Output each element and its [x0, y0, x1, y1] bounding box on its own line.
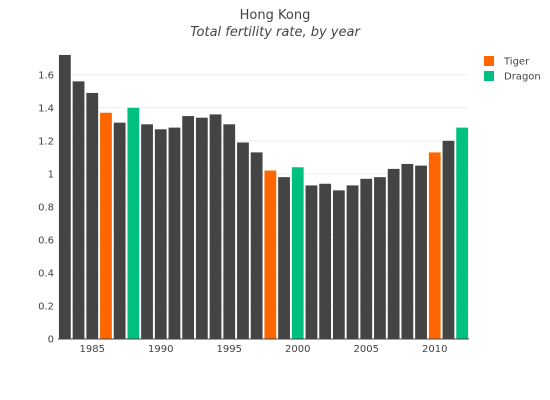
- bar-1983[interactable]: [58, 54, 71, 339]
- bar-1994[interactable]: [209, 114, 222, 339]
- chart-subtitle: Total fertility rate, by year: [190, 25, 361, 40]
- bar-2009[interactable]: [415, 165, 427, 339]
- bar-2006[interactable]: [374, 177, 386, 339]
- legend-item-tiger[interactable]: Tiger: [484, 56, 530, 68]
- bar-2012[interactable]: [456, 127, 469, 339]
- legend-swatch: [484, 71, 494, 81]
- y-tick-label: 0.4: [38, 268, 54, 279]
- bar-1996[interactable]: [237, 142, 249, 339]
- y-tick-label: 0.8: [38, 202, 54, 213]
- bar-1998[interactable]: [264, 170, 277, 339]
- bar-1997[interactable]: [250, 152, 263, 339]
- bar-1985[interactable]: [86, 92, 99, 340]
- bar-1995[interactable]: [223, 124, 236, 339]
- bar-1999[interactable]: [278, 177, 290, 339]
- y-tick-label: 0.2: [38, 301, 54, 312]
- bar-1987[interactable]: [113, 122, 126, 339]
- y-tick-label: 1.4: [38, 103, 54, 114]
- y-tick-label: 1.6: [38, 70, 54, 81]
- axes: 0 0.2 0.4 0.6 0.8 1 1.2 1.4 1.6 1985 1990 1995 2000 2…: [38, 70, 469, 355]
- y-tick-label: 1: [48, 169, 54, 180]
- legend-swatch: [484, 56, 494, 66]
- x-tick-label: 2000: [285, 344, 310, 355]
- bar-1990[interactable]: [154, 129, 167, 339]
- bar-1988[interactable]: [127, 107, 140, 339]
- x-tick-label: 1985: [80, 344, 105, 355]
- bars: [58, 54, 469, 340]
- x-tick-label: 1995: [217, 344, 242, 355]
- x-tick-label: 2005: [354, 344, 379, 355]
- legend-label: Dragon: [504, 72, 541, 83]
- bar-1989[interactable]: [141, 124, 153, 339]
- y-tick-label: 0.6: [38, 235, 54, 246]
- bar-2001[interactable]: [305, 185, 318, 339]
- y-tick-label: 0: [48, 335, 54, 346]
- bar-2003[interactable]: [332, 190, 345, 339]
- bar-2002[interactable]: [319, 183, 332, 339]
- x-tick-label: 2010: [422, 344, 447, 355]
- bar-2010[interactable]: [428, 152, 441, 339]
- bar-2007[interactable]: [387, 168, 400, 339]
- legend-item-dragon[interactable]: Dragon: [484, 71, 541, 83]
- x-tick-label: 1990: [148, 344, 173, 355]
- bar-1984[interactable]: [72, 81, 85, 340]
- legend[interactable]: Tiger Dragon: [484, 56, 541, 83]
- bar-2004[interactable]: [346, 185, 359, 339]
- bar-2011[interactable]: [442, 140, 455, 339]
- bar-1993[interactable]: [195, 117, 208, 339]
- chart-title: Hong Kong: [240, 8, 311, 23]
- bar-1992[interactable]: [182, 116, 195, 339]
- bar-1991[interactable]: [168, 127, 181, 339]
- legend-label: Tiger: [503, 57, 530, 68]
- bar-1986[interactable]: [100, 112, 112, 339]
- grid-lines: [58, 74, 469, 307]
- y-tick-label: 1.2: [38, 136, 54, 147]
- bar-2000[interactable]: [291, 167, 304, 339]
- bar-2008[interactable]: [401, 163, 414, 339]
- bar-2005[interactable]: [360, 178, 373, 339]
